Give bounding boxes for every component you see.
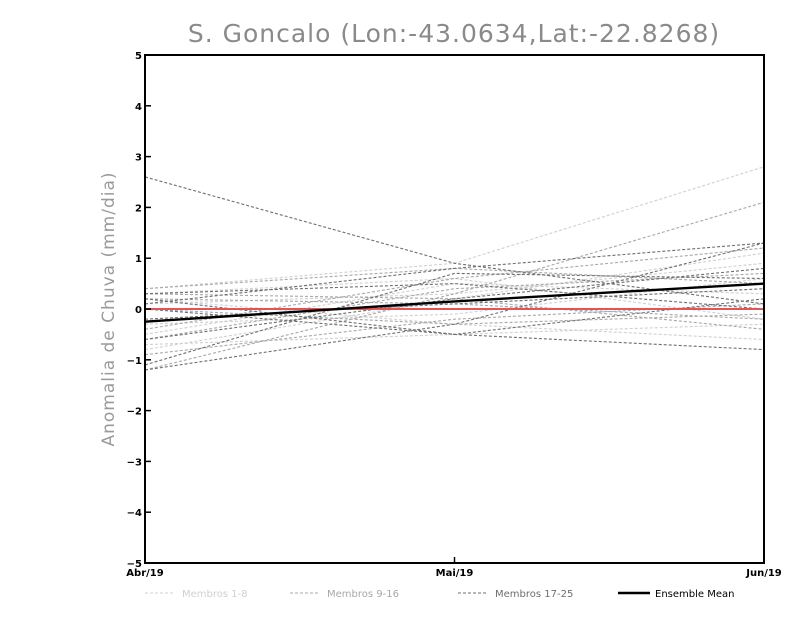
legend-label: Membros 17-25 xyxy=(495,589,573,600)
y-tick-label: 4 xyxy=(135,102,142,113)
series-line-member-11 xyxy=(144,303,765,356)
series-line-member-15 xyxy=(144,247,765,330)
ensemble-mean-line xyxy=(144,282,765,323)
y-tick-label: 1 xyxy=(135,254,142,265)
y-axis-label: Anomalia de Chuva (mm/dia) xyxy=(99,171,119,446)
y-tick-label: 0 xyxy=(135,305,142,316)
y-tick-label: 3 xyxy=(135,153,142,164)
series-line-member-10 xyxy=(144,267,765,290)
y-tick-label: −3 xyxy=(127,457,142,468)
y-tick-label: −1 xyxy=(127,356,142,367)
x-tick-label: Jun/19 xyxy=(745,568,782,579)
series-line-member-16 xyxy=(144,293,765,330)
series-line-member-7 xyxy=(144,323,765,346)
series-line-member-12 xyxy=(144,298,765,320)
series-line-member-1 xyxy=(144,166,765,290)
series-line-member-23 xyxy=(144,288,765,320)
series-line-member-14 xyxy=(144,308,765,325)
series-line-member-21 xyxy=(144,267,765,341)
ensemble-mean-layer xyxy=(144,282,765,323)
series-line-member-9 xyxy=(144,201,765,371)
series-line-member-5 xyxy=(144,277,765,320)
series-line-member-18 xyxy=(144,242,765,371)
y-tick-label: 5 xyxy=(135,51,142,62)
legend-label: Ensemble Mean xyxy=(655,589,734,600)
series-line-member-17 xyxy=(144,176,765,305)
series-line-member-22 xyxy=(144,283,765,310)
series-line-member-24 xyxy=(144,242,765,305)
legend-label: Membros 1-8 xyxy=(182,589,248,600)
series-line-member-2 xyxy=(144,252,765,351)
x-tick-label: Abr/19 xyxy=(126,568,163,579)
series-line-member-8 xyxy=(144,262,765,305)
x-axis-ticks: Abr/19 Mai/19 Jun/19 xyxy=(126,557,782,579)
series-line-member-19 xyxy=(144,272,765,366)
y-tick-label: −2 xyxy=(127,407,142,418)
x-tick-label: Mai/19 xyxy=(436,568,474,579)
legend: Membros 1-8 Membros 9-16 Membros 17-25 Ense… xyxy=(145,589,734,600)
series-line-member-25 xyxy=(144,298,765,335)
y-tick-label: −4 xyxy=(127,508,142,519)
y-axis-ticks: 5 4 3 2 1 0 −1 −2 −3 −4 −5 xyxy=(127,51,151,570)
y-tick-label: 2 xyxy=(135,203,142,214)
series-line-member-13 xyxy=(144,272,765,341)
legend-label: Membros 9-16 xyxy=(327,589,399,600)
y-tick-label: −5 xyxy=(127,559,142,570)
chart-title: S. Goncalo (Lon:-43.0634,Lat:-22.8268) xyxy=(188,19,720,48)
series-layer xyxy=(144,166,765,371)
